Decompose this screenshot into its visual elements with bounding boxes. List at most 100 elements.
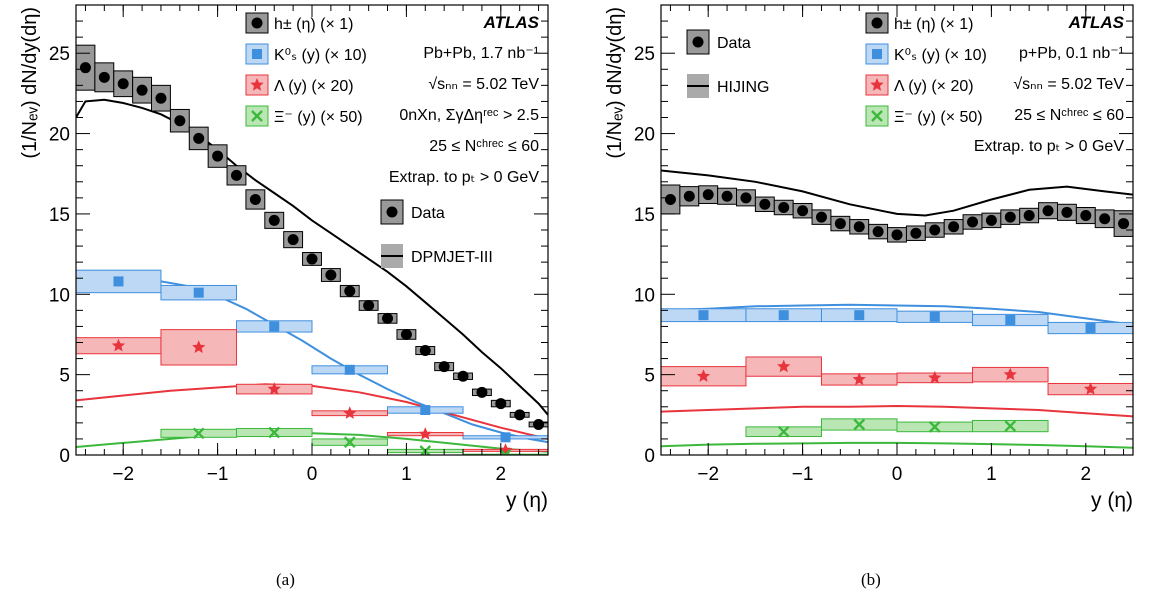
legend-label: Ξ⁻ (y) (× 50)	[894, 109, 983, 126]
data-point	[797, 205, 809, 217]
data-point	[1003, 367, 1017, 381]
data-point	[117, 78, 129, 90]
data-point	[498, 443, 513, 455]
data-point	[1085, 323, 1096, 334]
data-point	[1099, 213, 1111, 225]
data-point	[1083, 382, 1098, 395]
data-point	[1042, 205, 1054, 217]
legend-marker	[871, 110, 883, 122]
data-point	[98, 71, 110, 83]
data-point	[495, 398, 507, 410]
data-point	[1061, 206, 1073, 218]
data-point	[928, 421, 941, 433]
data-point	[193, 287, 204, 298]
data-point	[683, 190, 695, 202]
info-line: 0nXn, ΣγΔηʳᵉᶜ > 2.5	[399, 107, 539, 124]
data-point	[400, 328, 412, 340]
data-point	[174, 115, 186, 127]
legend: h± (η) (× 1) K⁰ₛ (y) (× 10) Λ (y) (× 20) Ξ⁻…	[865, 12, 987, 127]
y-axis-label: (1/Nₑᵥ) dN/dy(dη)	[604, 7, 626, 159]
experiment-label: ATLAS	[483, 13, 540, 32]
data-point	[499, 449, 512, 455]
legend-label: Ξ⁻ (y) (× 50)	[274, 109, 363, 126]
data-point	[702, 189, 714, 201]
legend-marker	[692, 36, 704, 48]
x-tick-label: −1	[792, 464, 814, 485]
x-tick-label: 1	[401, 464, 412, 485]
data-point	[343, 436, 356, 448]
legend-label: Λ (y) (× 20)	[894, 78, 974, 95]
legend-label: Data	[717, 35, 751, 52]
legend-marker	[871, 17, 883, 29]
y-tick-label: 10	[49, 285, 70, 306]
data-point	[155, 92, 167, 104]
legend-label: h± (η) (× 1)	[894, 16, 973, 33]
data-point	[533, 418, 545, 430]
data-point	[193, 132, 205, 144]
data-point	[1004, 211, 1016, 223]
legend-label: K⁰ₛ (y) (× 10)	[274, 47, 367, 64]
data-point	[759, 198, 771, 210]
y-tick-label: 20	[634, 125, 655, 146]
y-tick-label: 0	[59, 446, 70, 467]
legend-marker	[872, 49, 882, 59]
legend: h± (η) (× 1) K⁰ₛ (y) (× 10) Λ (y) (× 20) Ξ⁻…	[245, 12, 367, 127]
data-point	[136, 84, 148, 96]
info-line: Extrap. to pₜ > 0 GeV	[974, 138, 1124, 155]
data-point	[1023, 210, 1035, 222]
data-point	[79, 62, 91, 74]
y-tick-label: 10	[634, 285, 655, 306]
data-point	[343, 406, 357, 419]
data-point	[192, 340, 206, 353]
data-point	[929, 224, 941, 236]
data-point	[230, 169, 242, 181]
model-curve	[76, 98, 548, 416]
plot-area	[661, 169, 1133, 449]
y-axis-label: (1/Nₑᵥ) dN/dy(dη)	[19, 7, 41, 159]
caption-a: (a)	[276, 570, 295, 589]
data-point	[777, 425, 790, 438]
info-line: p+Pb, 0.1 nb⁻¹	[1019, 45, 1124, 62]
x-tick-label: −2	[697, 464, 719, 485]
data-point	[664, 193, 676, 205]
x-tick-label: −1	[207, 464, 229, 485]
x-tick-label: 1	[986, 464, 997, 485]
data-point	[1080, 210, 1092, 222]
legend-marker	[250, 78, 264, 91]
legend-label: Data	[411, 205, 445, 222]
x-tick-label: 0	[892, 464, 903, 485]
data-point	[500, 432, 511, 443]
data-point	[777, 359, 791, 373]
legend-label: HIJING	[717, 79, 769, 96]
y-tick-label: 25	[634, 44, 655, 65]
x-tick-label: −2	[112, 464, 134, 485]
data-point	[1005, 315, 1016, 325]
data-point	[363, 300, 375, 312]
x-tick-label: 2	[1081, 464, 1092, 485]
legend-label: Λ (y) (× 20)	[274, 78, 354, 95]
info-line: Extrap. to pₜ > 0 GeV	[389, 169, 539, 186]
model-curve	[661, 303, 1133, 326]
data-point	[344, 285, 356, 297]
data-point	[815, 211, 827, 223]
data-point	[854, 310, 865, 321]
data-point	[325, 269, 337, 281]
legend-marker	[870, 78, 884, 91]
x-axis-label: y (η)	[1091, 489, 1133, 512]
data-point	[268, 426, 281, 439]
data-point	[1118, 218, 1130, 230]
legend-label: K⁰ₛ (y) (× 10)	[894, 47, 987, 64]
y-tick-label: 5	[644, 366, 655, 387]
model-curve	[661, 169, 1133, 217]
info-line: 25 ≤ Nᶜʰʳᵉᶜ ≤ 60	[429, 138, 539, 155]
data-point	[853, 221, 865, 233]
data-point	[872, 226, 884, 238]
data-model-legend: Data HIJING	[686, 29, 769, 98]
data-point	[457, 370, 469, 382]
info-line: Pb+Pb, 1.7 nb⁻¹	[423, 45, 539, 62]
data-point	[419, 345, 431, 357]
x-tick-label: 2	[496, 464, 507, 485]
data-point	[891, 229, 903, 241]
y-tick-label: 15	[634, 205, 655, 226]
